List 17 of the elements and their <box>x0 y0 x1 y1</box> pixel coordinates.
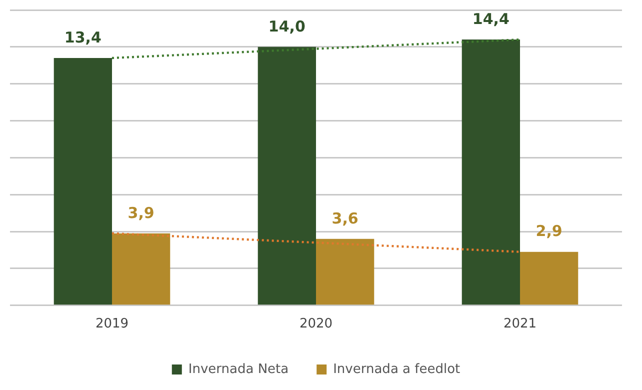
x-tick-label: 2020 <box>299 316 333 332</box>
x-tick-label: 2021 <box>503 316 537 332</box>
data-label: 14,4 <box>472 10 510 28</box>
bar <box>112 233 170 305</box>
bar <box>462 40 520 305</box>
bar <box>520 252 578 305</box>
data-label: 13,4 <box>64 28 102 46</box>
x-tick-label: 2019 <box>95 316 129 332</box>
legend-label: Invernada Neta <box>188 362 289 377</box>
bar <box>316 238 374 305</box>
data-label: 14,0 <box>268 17 306 36</box>
bar <box>258 46 316 305</box>
legend-label: Invernada a feedlot <box>333 362 460 377</box>
bar <box>54 58 112 305</box>
data-label: 3,6 <box>332 209 358 228</box>
data-label: 3,9 <box>128 204 154 222</box>
data-label: 2,9 <box>536 222 562 240</box>
